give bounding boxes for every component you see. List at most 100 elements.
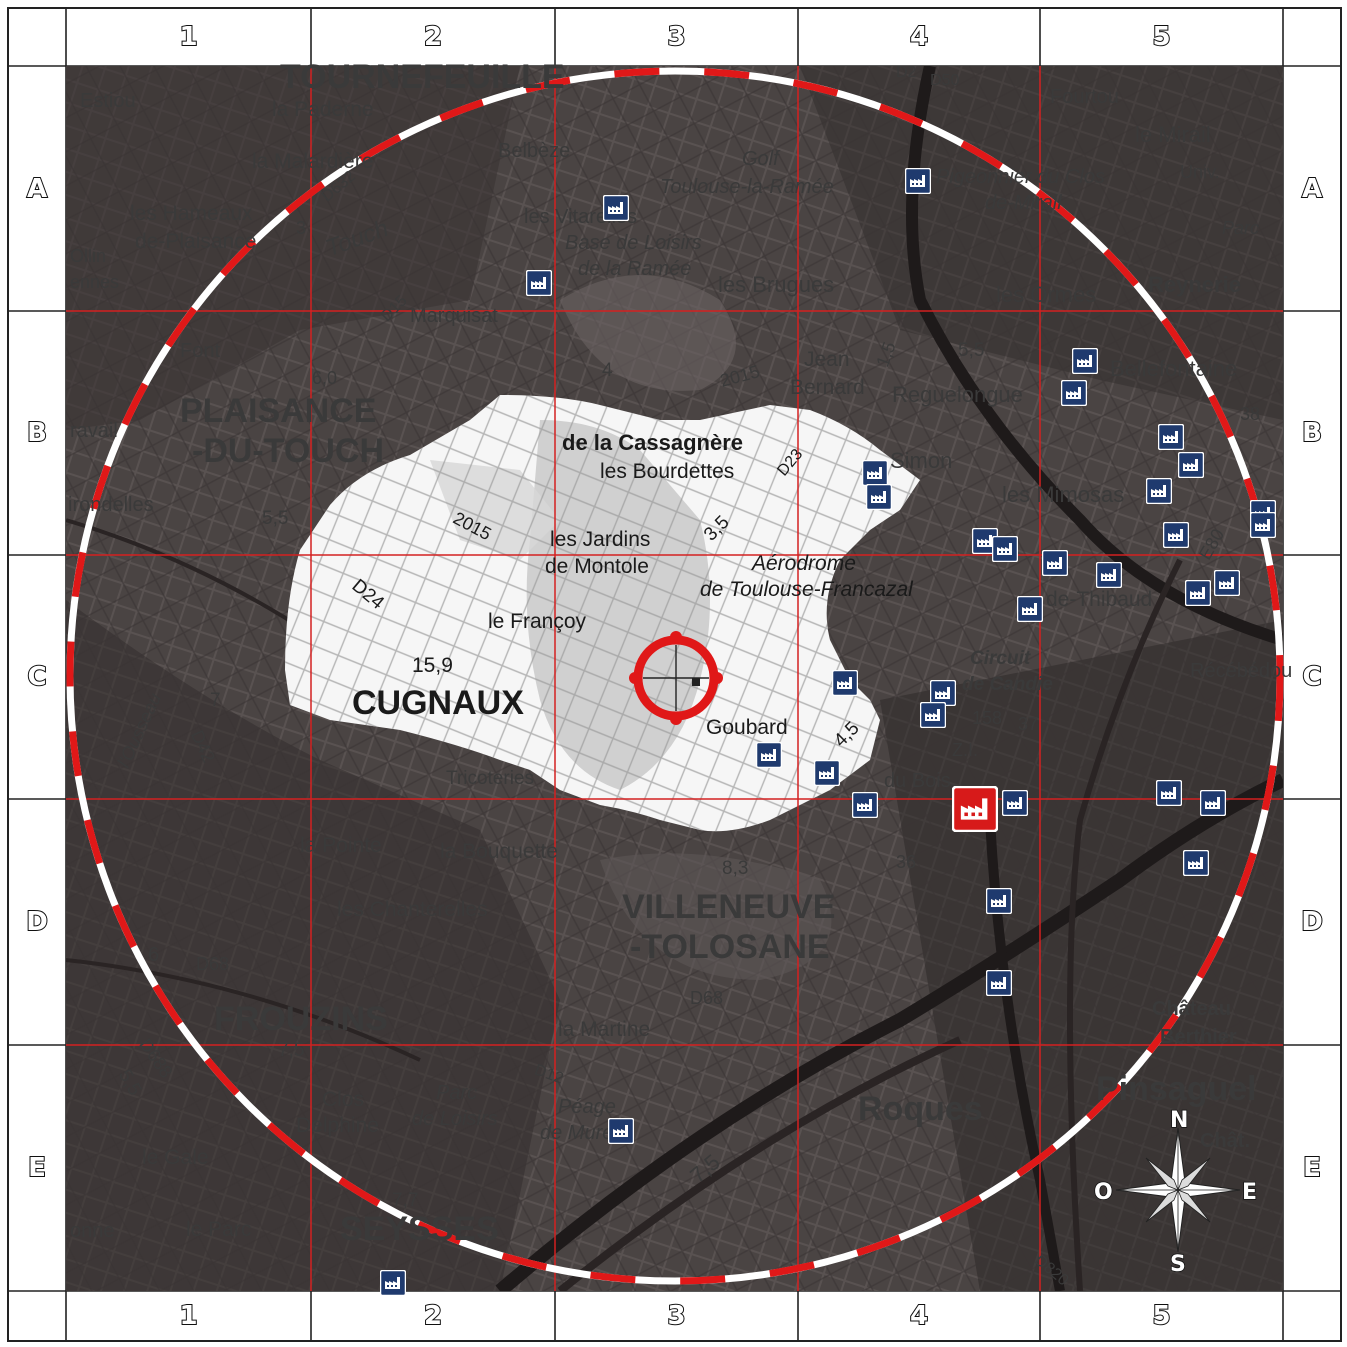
factory-icon bbox=[607, 1117, 635, 1145]
place-base-loisirs-1: Base de Loisirs bbox=[565, 232, 702, 254]
place-aerodrome-1: Aérodrome bbox=[752, 552, 856, 575]
factory-icon bbox=[379, 1269, 407, 1297]
place-les-chanterelles: les Chanterelles bbox=[337, 898, 488, 921]
val-4: 4 bbox=[602, 360, 613, 381]
place-tricoteries: Tricoteries bbox=[446, 768, 534, 789]
place-les-mimosas: les Mimosas bbox=[1002, 482, 1125, 507]
val-5-5-a: 5,5 bbox=[262, 508, 289, 529]
place-bellefontaine: Bellefontaine bbox=[1110, 356, 1238, 381]
factory-icon bbox=[985, 887, 1013, 915]
place-la-martine: la Martine bbox=[558, 1018, 651, 1041]
road-37: 37 bbox=[1018, 714, 1039, 734]
main-site-factory-icon bbox=[951, 785, 999, 833]
place-peage-2: de Muret bbox=[540, 1122, 619, 1144]
place-plaisance-1: PLAISANCE bbox=[180, 392, 377, 430]
row-label-right-a: A bbox=[1301, 173, 1323, 205]
place-belbeze: Belbèze bbox=[498, 140, 571, 162]
factory-icon bbox=[1155, 779, 1183, 807]
place-chateau-berthier-1: Château bbox=[1152, 998, 1231, 1020]
place-bernard: Bernard bbox=[790, 376, 865, 399]
val-8-3: 8,3 bbox=[722, 858, 749, 879]
place-le-mirail: le Mirail bbox=[1135, 122, 1211, 147]
place-plaisance-2: -DU-TOUCH bbox=[192, 432, 385, 470]
place-pinsaguel: Pinsaguel bbox=[1096, 1070, 1257, 1108]
place-pigeonnier: Pigeonnier du Clos bbox=[936, 166, 1105, 188]
factory-icon bbox=[602, 194, 630, 222]
place-peage-1: Péage bbox=[558, 1096, 616, 1118]
factory-icon bbox=[1249, 511, 1277, 539]
factory-icon bbox=[1016, 595, 1044, 623]
place-marquisat: Marquisat bbox=[410, 305, 498, 327]
factory-icon bbox=[904, 167, 932, 195]
place-parc-loisirs-2: de Loisirs bbox=[412, 1108, 498, 1130]
crosshair-target-icon bbox=[629, 631, 723, 725]
place-onne: onne bbox=[70, 1220, 115, 1242]
col-label-top-2: 2 bbox=[423, 21, 443, 53]
factory-icon bbox=[1182, 849, 1210, 877]
place-le-gale: le Gale bbox=[142, 1146, 209, 1169]
place-seysses: SEYSSES bbox=[340, 1210, 499, 1248]
val-5-5-b: 5,5 bbox=[958, 340, 985, 361]
factory-icon bbox=[1041, 549, 1069, 577]
place-clos: Clos bbox=[322, 1088, 365, 1111]
road-d68-b: D68 bbox=[690, 988, 724, 1008]
compass-south-label: S bbox=[1169, 1251, 1186, 1278]
factory-icon bbox=[1157, 423, 1185, 451]
factory-icon bbox=[1001, 789, 1029, 817]
col-label-top-1: 1 bbox=[178, 21, 198, 53]
place-de-mirail: de-Mirail bbox=[985, 192, 1062, 214]
row-label-left-d: D bbox=[25, 906, 49, 938]
place-le-parc: le Parc bbox=[186, 1218, 252, 1241]
compass-rose-icon bbox=[1115, 1127, 1241, 1253]
place-15-9: 15,9 bbox=[412, 654, 453, 677]
factory-icon bbox=[755, 741, 783, 769]
factory-icon bbox=[1060, 379, 1088, 407]
place-goubard: Goubard bbox=[706, 716, 788, 739]
factory-icon bbox=[1199, 789, 1227, 817]
factory-icon bbox=[813, 759, 841, 787]
place-les-jardins: les Jardins bbox=[550, 528, 651, 551]
place-les-hameaux: les Hameaux bbox=[130, 202, 253, 225]
col-label-top-3: 3 bbox=[666, 21, 686, 53]
factory-icon bbox=[851, 791, 879, 819]
place-les-brugues: les Brugues bbox=[718, 272, 835, 297]
place-ravail: ravail bbox=[70, 420, 118, 442]
place-de-la-cassagnere: de la Cassagnère bbox=[562, 430, 743, 455]
place-golf-1: Golf bbox=[742, 148, 779, 170]
place-parc: Parc bbox=[1222, 218, 1260, 238]
compass-west-label: O bbox=[1093, 1179, 1113, 1206]
place-parc-loisirs-1: Parc bbox=[436, 1082, 478, 1104]
factory-icon bbox=[985, 969, 1013, 997]
place-frouzins: FROUZINS bbox=[214, 1000, 388, 1038]
place-la-pointe: la Pointe bbox=[300, 834, 382, 857]
road-d2: D2 bbox=[896, 64, 917, 81]
place-ennes: ennes bbox=[70, 272, 120, 292]
place-cugnaux: CUGNAUX bbox=[352, 684, 524, 722]
col-label-bottom-4: 4 bbox=[909, 1300, 929, 1332]
place-recebedou: Récébédou bbox=[1190, 660, 1293, 682]
place-reguelongue: Reguelongue bbox=[892, 382, 1023, 407]
factory-icon bbox=[1177, 451, 1205, 479]
place-univ: Univ. bbox=[1180, 162, 1220, 182]
factory-icon bbox=[1213, 569, 1241, 597]
row-label-left-c: C bbox=[26, 661, 47, 693]
place-circuit-2: de Candie bbox=[962, 674, 1053, 695]
red-grid bbox=[66, 66, 1283, 1291]
row-label-left-b: B bbox=[26, 417, 48, 449]
factory-icon bbox=[831, 669, 859, 697]
place-font: Font bbox=[180, 340, 221, 362]
row-label-left-a: A bbox=[26, 173, 48, 205]
row-label-right-c: C bbox=[1301, 661, 1322, 693]
place-chateau-berthier-2: Berthier bbox=[1160, 1026, 1237, 1048]
factory-icon bbox=[1162, 521, 1190, 549]
place-les-ormes: les Ormes bbox=[996, 282, 1097, 307]
road-38: 38 bbox=[1240, 404, 1261, 424]
col-label-top-4: 4 bbox=[909, 21, 929, 53]
row-label-left-e: E bbox=[27, 1152, 47, 1184]
road-d68-a: D68 bbox=[196, 954, 230, 974]
factory-icon bbox=[1184, 579, 1212, 607]
road-158: 158 bbox=[972, 708, 1003, 728]
factory-icon bbox=[865, 483, 893, 511]
place-la-paderne: la Paderne bbox=[272, 98, 374, 121]
val-3: 3 bbox=[296, 218, 307, 238]
